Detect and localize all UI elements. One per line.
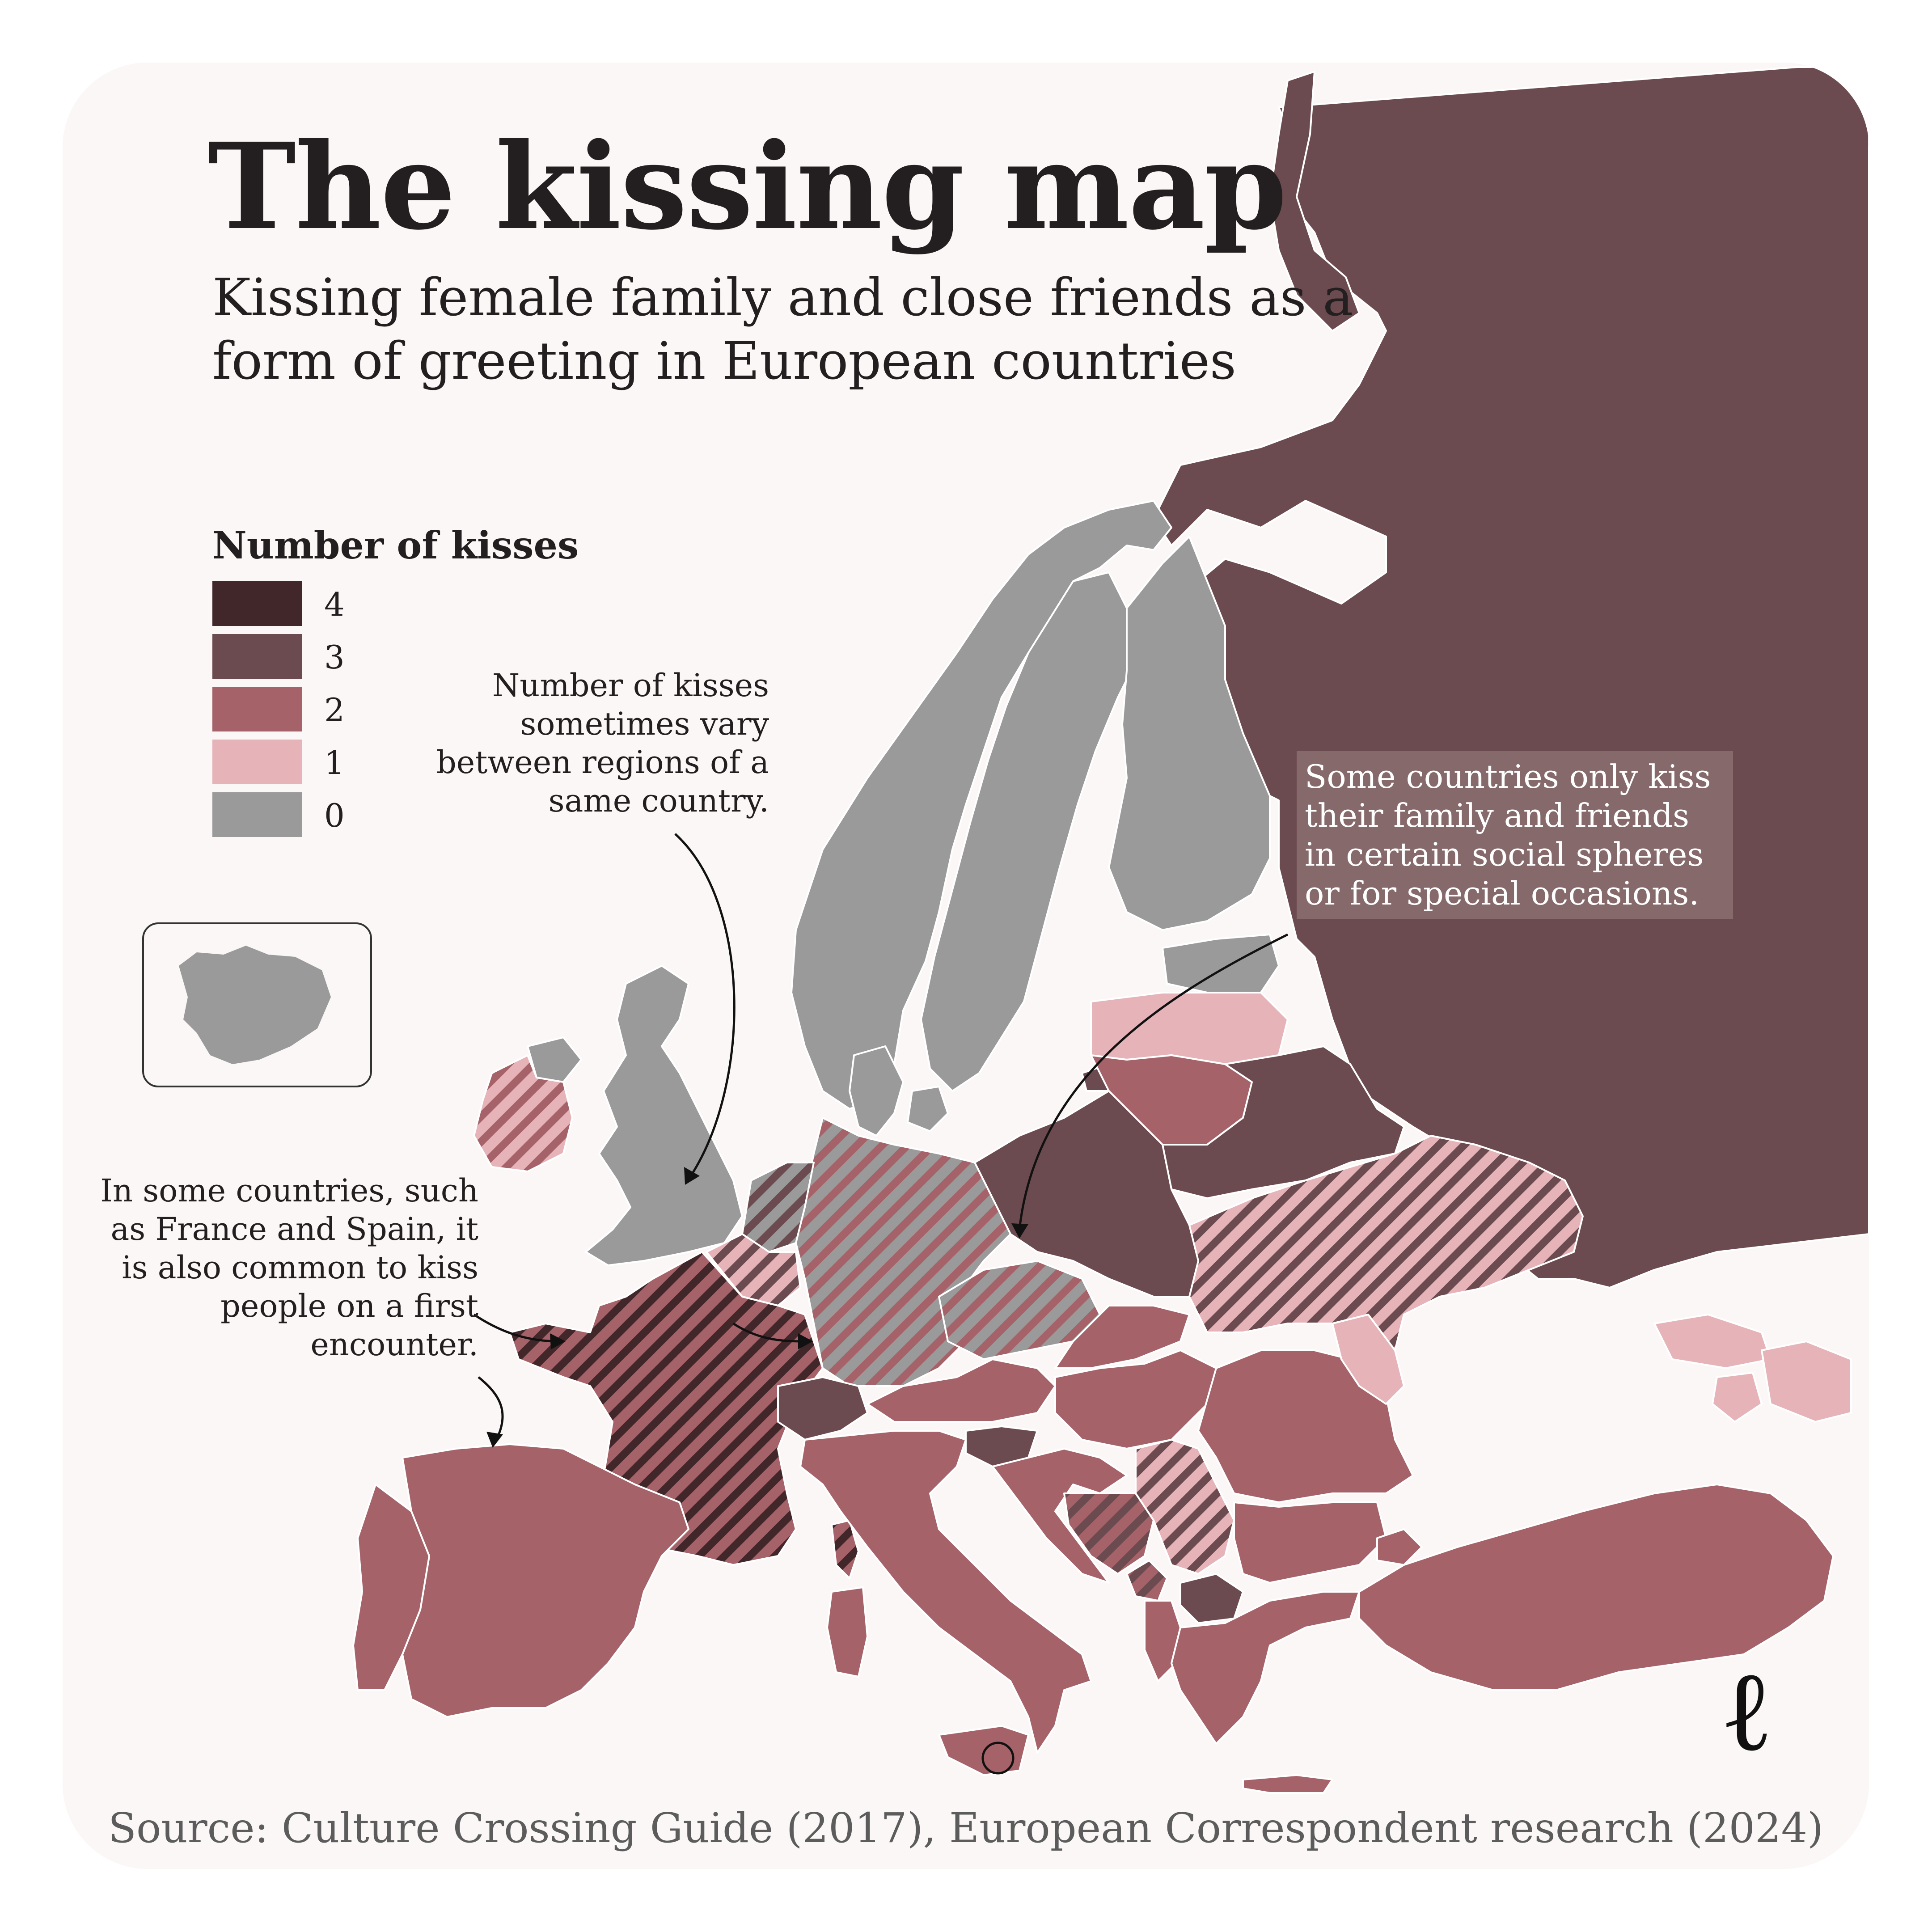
- country-north-macedonia: [1179, 1573, 1244, 1624]
- country-serbia: [1135, 1439, 1235, 1575]
- country-uk: [585, 965, 743, 1266]
- legend-title: Number of kisses: [212, 523, 579, 567]
- legend-swatch-3: [212, 634, 302, 679]
- arrow-switzerland: [732, 1322, 805, 1343]
- page-subtitle: Kissing female family and close friends …: [212, 268, 1353, 391]
- legend-label: 0: [324, 797, 345, 834]
- country-ukraine: [1188, 1135, 1584, 1351]
- iceland-inset-frame: [142, 922, 372, 1087]
- arrowhead-occasions: [1011, 1223, 1028, 1239]
- country-denmark: [849, 1045, 904, 1137]
- country-latvia: [1090, 992, 1289, 1065]
- source-credit: Source: Culture Crossing Guide (2017), E…: [108, 1804, 1823, 1852]
- arrowhead-regions: [684, 1167, 700, 1185]
- country-russia-novaya-zemlya: [1269, 71, 1360, 332]
- country-turkey: [1358, 1484, 1834, 1691]
- map-country-group: [352, 66, 1869, 1794]
- country-corsica: [831, 1519, 859, 1579]
- country-montenegro: [1126, 1560, 1168, 1602]
- legend-item: 1: [212, 740, 436, 784]
- country-finland: [1108, 536, 1271, 931]
- country-italy-sardinia: [826, 1586, 868, 1678]
- note-occasions: Some countries only kiss their family an…: [1297, 751, 1733, 919]
- arrow-regions: [674, 833, 736, 1177]
- country-bosnia: [1063, 1492, 1154, 1575]
- country-bulgaria: [1233, 1501, 1387, 1584]
- arrow-first-encounter-france: [473, 1313, 559, 1343]
- note-regions: Number of kisses sometimes vary between …: [436, 667, 769, 819]
- arrow-heads: [486, 1167, 1028, 1448]
- country-greece: [1171, 1591, 1360, 1745]
- country-romania: [1197, 1349, 1414, 1503]
- country-iceland: [179, 946, 331, 1064]
- country-slovakia: [1054, 1305, 1190, 1369]
- country-azerbaijan: [1761, 1340, 1852, 1423]
- country-georgia: [1653, 1314, 1771, 1369]
- legend-label: 3: [324, 638, 345, 676]
- note-first-encounter: In some countries, such as France and Sp…: [100, 1172, 478, 1363]
- arrowhead-switzerland: [798, 1333, 813, 1349]
- annotation-arrows: [473, 833, 1289, 1441]
- country-greece-crete: [1242, 1774, 1333, 1794]
- legend-item: 0: [212, 792, 436, 837]
- arrowhead-spain: [486, 1432, 503, 1448]
- legend-item: 4: [212, 581, 436, 626]
- europe-map: [142, 66, 1869, 1794]
- legend-swatch-0: [212, 792, 302, 837]
- country-denmark-zealand: [907, 1086, 949, 1132]
- legend-item: 3: [212, 634, 436, 679]
- legend-label: 4: [324, 586, 345, 623]
- map-scale-circle: [981, 1742, 1015, 1775]
- arrow-occasions: [1018, 933, 1289, 1230]
- legend-swatch-4: [212, 581, 302, 626]
- legend-label: 2: [324, 691, 345, 729]
- country-ireland: [473, 1054, 573, 1172]
- legend-label: 1: [324, 744, 345, 782]
- country-armenia: [1712, 1372, 1763, 1423]
- legend-swatch-2: [212, 687, 302, 731]
- legend-swatch-1: [212, 740, 302, 784]
- country-estonia: [1162, 934, 1280, 993]
- country-portugal: [352, 1484, 430, 1691]
- country-turkey-thrace: [1376, 1528, 1423, 1566]
- country-italy: [799, 1430, 1092, 1754]
- brand-logo: ℓ: [1726, 1645, 1768, 1776]
- map-card: The kissing map Kissing female family an…: [63, 63, 1869, 1869]
- arrowhead-france: [550, 1333, 566, 1349]
- arrow-first-encounter-spain: [478, 1376, 504, 1441]
- country-switzerland: [777, 1376, 868, 1441]
- page-title: The kissing map: [208, 117, 1287, 256]
- legend-item: 2: [212, 687, 436, 731]
